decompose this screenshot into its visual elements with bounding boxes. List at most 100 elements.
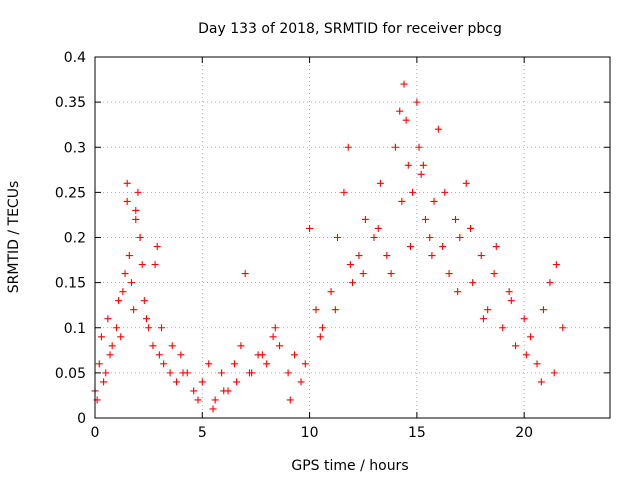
y-tick-label: 0 xyxy=(77,411,86,427)
data-point xyxy=(211,396,219,404)
data-point xyxy=(404,161,412,169)
data-point xyxy=(505,288,513,296)
chart-title: Day 133 of 2018, SRMTID for receiver pbc… xyxy=(198,21,502,37)
data-point xyxy=(479,315,487,323)
y-tick-label: 0.3 xyxy=(64,140,86,156)
data-point xyxy=(359,270,367,278)
data-point xyxy=(537,378,545,386)
y-tick-label: 0.15 xyxy=(55,276,86,292)
data-point xyxy=(246,369,253,377)
data-point xyxy=(158,324,166,332)
data-point xyxy=(145,324,153,332)
data-point xyxy=(153,243,161,251)
data-point xyxy=(499,324,507,332)
data-point xyxy=(132,206,140,214)
data-point xyxy=(119,288,127,296)
data-point xyxy=(434,125,442,133)
data-point xyxy=(522,351,530,359)
data-point xyxy=(512,342,520,350)
x-tick-label: 15 xyxy=(408,425,426,441)
data-point xyxy=(520,315,528,323)
data-point xyxy=(123,197,131,205)
data-point xyxy=(151,261,159,269)
data-point xyxy=(370,234,378,241)
data-point xyxy=(271,324,279,332)
data-point xyxy=(230,360,238,368)
data-point xyxy=(415,143,423,151)
data-point xyxy=(97,333,105,341)
data-point xyxy=(155,351,163,359)
data-point xyxy=(115,297,123,305)
data-point xyxy=(507,297,515,305)
data-point xyxy=(190,387,198,395)
data-point xyxy=(102,369,110,377)
x-tick-label: 10 xyxy=(301,425,319,441)
data-point xyxy=(406,243,414,251)
x-tick-label: 0 xyxy=(91,425,100,441)
data-point xyxy=(467,224,475,232)
data-point xyxy=(454,288,462,296)
data-point xyxy=(439,243,447,251)
data-point xyxy=(331,306,339,314)
data-point xyxy=(327,288,335,296)
data-point xyxy=(194,396,202,404)
data-point xyxy=(344,143,352,151)
data-point xyxy=(441,188,449,196)
data-point xyxy=(112,324,120,332)
data-point xyxy=(179,369,187,377)
data-point xyxy=(333,234,341,241)
data-point xyxy=(383,252,391,260)
data-point xyxy=(117,333,125,341)
x-tick-label: 20 xyxy=(515,425,533,441)
y-axis-label: SRMTID / TECUs xyxy=(6,181,22,294)
data-point xyxy=(297,378,305,386)
data-point xyxy=(316,333,324,341)
data-point xyxy=(340,188,348,196)
data-point xyxy=(127,279,135,287)
data-point xyxy=(125,252,133,260)
data-point xyxy=(160,360,168,368)
data-points xyxy=(91,80,567,413)
data-point xyxy=(218,369,226,377)
y-tick-label: 0.1 xyxy=(64,321,86,337)
data-point xyxy=(95,360,103,368)
data-point xyxy=(143,315,150,323)
data-point xyxy=(421,215,429,223)
x-axis-label: GPS time / hours xyxy=(291,458,408,474)
grid xyxy=(95,57,610,418)
data-point xyxy=(428,252,436,260)
data-point xyxy=(318,324,326,332)
data-point xyxy=(400,80,408,88)
data-point xyxy=(361,215,369,223)
data-point xyxy=(286,396,294,404)
data-point xyxy=(209,405,217,413)
data-point xyxy=(291,351,299,359)
data-point xyxy=(104,315,112,323)
axis-ticks: 0 5 10 15 20 0 0.05 0.1 0.15 0.2 0.25 0.3 0.35 0.4 xyxy=(55,50,610,441)
data-point xyxy=(539,306,547,314)
data-point xyxy=(241,270,249,278)
data-point xyxy=(177,351,185,359)
data-point xyxy=(413,98,421,106)
data-point xyxy=(533,360,541,368)
data-point xyxy=(559,324,567,332)
data-point xyxy=(166,369,174,377)
data-point xyxy=(301,360,309,368)
y-tick-label: 0.4 xyxy=(64,50,86,66)
data-point xyxy=(312,306,320,314)
data-point xyxy=(140,297,148,305)
data-point xyxy=(108,342,116,350)
data-point xyxy=(426,234,434,241)
data-point xyxy=(263,360,271,368)
y-tick-label: 0.25 xyxy=(55,185,86,201)
data-point xyxy=(284,369,292,377)
data-point xyxy=(492,243,500,251)
data-point xyxy=(106,351,114,359)
data-point xyxy=(374,224,382,232)
data-point xyxy=(237,342,245,350)
data-point xyxy=(134,188,142,196)
data-point xyxy=(100,378,108,386)
data-point xyxy=(430,197,438,205)
data-point xyxy=(346,261,354,269)
data-point xyxy=(550,369,558,377)
